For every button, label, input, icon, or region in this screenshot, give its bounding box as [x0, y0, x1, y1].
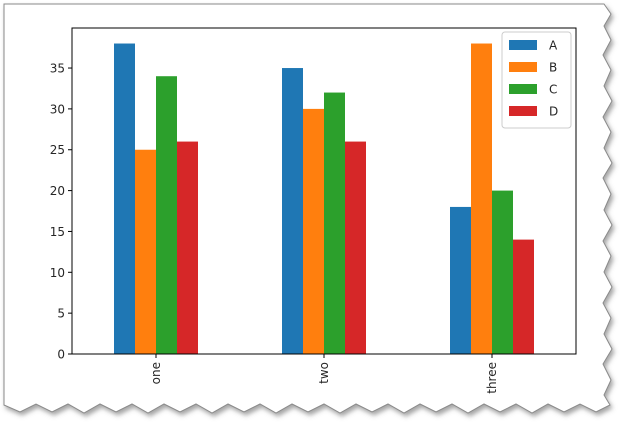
legend-label-C: C	[549, 83, 557, 97]
y-tick-label: 15	[50, 225, 65, 239]
bar-D-two	[345, 141, 366, 354]
bar-D-one	[177, 141, 198, 354]
x-tick-label: one	[149, 362, 163, 384]
legend-swatch-D	[509, 106, 537, 116]
legend-label-A: A	[549, 39, 558, 53]
x-tick-label: three	[485, 362, 499, 394]
y-tick-label: 30	[50, 102, 65, 116]
legend-label-B: B	[549, 61, 557, 75]
legend-swatch-A	[509, 40, 537, 50]
bar-C-three	[492, 190, 513, 354]
y-tick-label: 0	[57, 348, 65, 362]
legend-box	[501, 31, 572, 129]
bar-D-three	[513, 239, 534, 354]
bar-B-three	[471, 43, 492, 355]
x-tick-label: two	[317, 362, 331, 384]
bar-C-two	[324, 92, 345, 355]
legend-swatch-B	[509, 62, 537, 72]
bar-B-two	[303, 108, 324, 354]
y-tick-label: 20	[50, 184, 65, 198]
bar-A-one	[114, 43, 135, 355]
legend-label-D: D	[549, 105, 558, 119]
y-tick-label: 10	[50, 266, 65, 280]
bar-A-two	[282, 68, 303, 354]
bar-C-one	[156, 76, 177, 355]
y-tick-label: 25	[50, 143, 65, 157]
y-tick-label: 5	[57, 307, 65, 321]
bar-B-one	[135, 149, 156, 354]
axes-frame	[71, 27, 577, 355]
y-tick-label: 35	[50, 62, 65, 76]
bar-A-three	[450, 206, 471, 354]
legend-swatch-C	[509, 84, 537, 94]
